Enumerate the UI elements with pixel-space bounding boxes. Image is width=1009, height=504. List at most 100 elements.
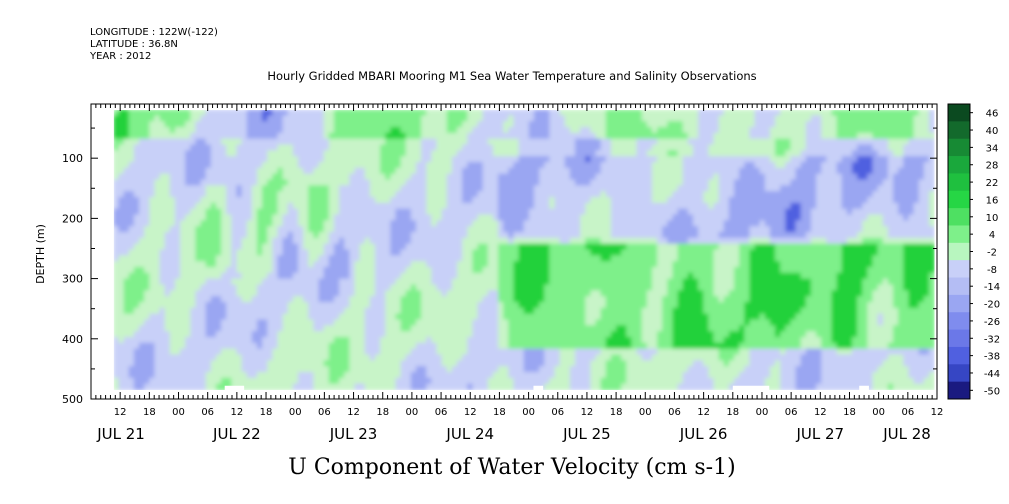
heatmap-cell — [426, 150, 433, 158]
heatmap-cell — [482, 220, 489, 228]
heatmap-cell — [272, 185, 279, 193]
heatmap-cell — [395, 144, 402, 152]
heatmap-cell — [262, 127, 269, 134]
heatmap-cell — [323, 313, 330, 321]
heatmap-cell — [282, 167, 289, 175]
heatmap-cell — [641, 167, 648, 175]
heatmap-cell — [328, 336, 335, 344]
heatmap-cell — [313, 127, 320, 134]
heatmap-cell — [226, 179, 233, 187]
heatmap-cell — [405, 313, 412, 321]
heatmap-cell — [292, 354, 300, 362]
heatmap-cell — [415, 115, 423, 123]
heatmap-cell — [492, 144, 500, 152]
heatmap-cell — [513, 348, 520, 356]
heatmap-cell — [380, 249, 387, 257]
heatmap-cell — [395, 371, 402, 379]
heatmap-cell — [359, 144, 366, 152]
heatmap-cell — [503, 243, 510, 251]
heatmap-cell — [605, 278, 612, 286]
heatmap-cell — [400, 278, 407, 286]
heatmap-cell — [539, 115, 546, 123]
heatmap-cell — [180, 115, 187, 123]
heatmap-cell — [631, 162, 638, 169]
heatmap-cell — [441, 150, 448, 158]
heatmap-cell — [467, 301, 474, 309]
heatmap-cell — [174, 331, 182, 338]
heatmap-cell — [298, 313, 305, 321]
heatmap-cell — [518, 162, 525, 169]
heatmap-cell — [421, 162, 428, 169]
heatmap-cell — [554, 272, 561, 280]
heatmap-cell — [318, 127, 325, 134]
heatmap-cell — [610, 366, 618, 373]
heatmap-cell — [149, 150, 156, 158]
heatmap-cell — [605, 156, 612, 164]
heatmap-cell — [210, 284, 217, 292]
heatmap-cell — [569, 272, 577, 280]
heatmap-cell — [144, 255, 151, 263]
heatmap-cell — [641, 313, 648, 321]
heatmap-cell — [215, 360, 223, 368]
heatmap-cell — [610, 243, 618, 251]
heatmap-cell — [221, 383, 228, 390]
heatmap-cell — [410, 377, 417, 385]
heatmap-cell — [339, 290, 346, 298]
heatmap-cell — [164, 127, 171, 134]
heatmap-cell — [498, 290, 505, 298]
heatmap-cell — [595, 348, 602, 356]
heatmap-cell — [549, 132, 556, 140]
heatmap-cell — [467, 237, 474, 245]
heatmap-cell — [431, 255, 438, 263]
heatmap-cell — [580, 208, 587, 216]
heatmap-cell — [549, 290, 556, 298]
heatmap-cell — [390, 348, 397, 356]
heatmap-cell — [123, 331, 130, 338]
heatmap-cell — [415, 156, 423, 164]
heatmap-cell — [621, 121, 628, 129]
heatmap-cell — [431, 296, 438, 303]
heatmap-cell — [410, 226, 417, 233]
heatmap-cell — [544, 290, 551, 298]
heatmap-cell — [133, 150, 140, 158]
heatmap-cell — [549, 377, 556, 385]
heatmap-cell — [569, 173, 577, 181]
heatmap-cell — [282, 179, 289, 187]
heatmap-cell — [256, 162, 264, 169]
heatmap-cell — [415, 296, 423, 303]
heatmap-cell — [190, 290, 197, 298]
heatmap-cell — [616, 185, 623, 193]
heatmap-cell — [180, 162, 187, 169]
heatmap-cell — [569, 342, 577, 350]
heatmap-cell — [559, 138, 566, 146]
heatmap-cell — [339, 132, 346, 140]
heatmap-cell — [575, 331, 582, 338]
heatmap-cell — [544, 138, 551, 146]
heatmap-cell — [169, 162, 176, 169]
heatmap-cell — [390, 115, 397, 123]
heatmap-cell — [267, 167, 274, 175]
heatmap-cell — [631, 266, 638, 274]
heatmap-cell — [544, 110, 551, 117]
heatmap-cell — [482, 127, 489, 134]
heatmap-cell — [251, 278, 258, 286]
heatmap-cell — [154, 185, 161, 193]
heatmap-cell — [477, 220, 484, 228]
heatmap-cell — [374, 214, 382, 222]
heatmap-cell — [518, 266, 525, 274]
heatmap-cell — [390, 237, 397, 245]
heatmap-cell — [374, 226, 382, 233]
heatmap-cell — [436, 220, 443, 228]
heatmap-cell — [400, 127, 407, 134]
heatmap-cell — [462, 202, 469, 210]
heatmap-cell — [549, 354, 556, 362]
heatmap-cell — [154, 301, 161, 309]
heatmap-cell — [195, 377, 202, 385]
heatmap-cell — [333, 144, 341, 152]
heatmap-cell — [287, 278, 294, 286]
heatmap-cell — [144, 115, 151, 123]
heatmap-cell — [436, 232, 443, 239]
heatmap-cell — [210, 197, 217, 204]
heatmap-cell — [272, 313, 279, 321]
heatmap-cell — [292, 115, 300, 123]
